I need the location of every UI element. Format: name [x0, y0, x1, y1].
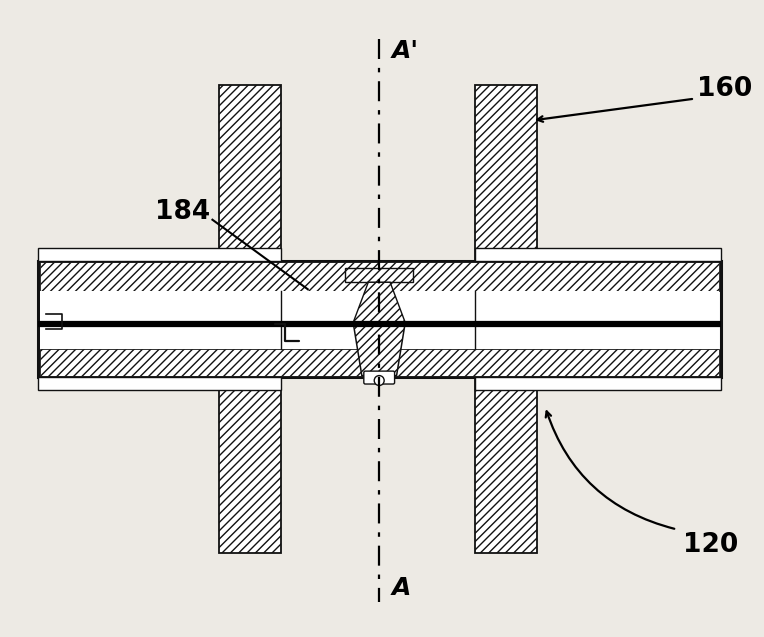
Polygon shape [345, 268, 413, 282]
Text: A: A [392, 576, 412, 600]
FancyBboxPatch shape [364, 371, 394, 384]
Bar [37, 261, 720, 376]
Text: 184: 184 [155, 199, 210, 225]
Bar [475, 376, 720, 390]
Text: A': A' [392, 39, 419, 63]
Bar [40, 262, 719, 291]
Text: 120: 120 [683, 533, 738, 558]
Bar [475, 248, 720, 261]
Bar [40, 349, 719, 376]
Bar [475, 85, 537, 261]
Polygon shape [354, 282, 405, 322]
Bar [475, 376, 537, 554]
Bar [282, 291, 338, 349]
Text: 160: 160 [697, 76, 752, 102]
Bar [219, 376, 281, 554]
Bar [421, 291, 474, 349]
Bar [37, 376, 281, 390]
Bar [37, 248, 281, 261]
Bar [40, 291, 719, 349]
Circle shape [374, 376, 384, 385]
Polygon shape [354, 324, 405, 376]
Bar [219, 85, 281, 261]
